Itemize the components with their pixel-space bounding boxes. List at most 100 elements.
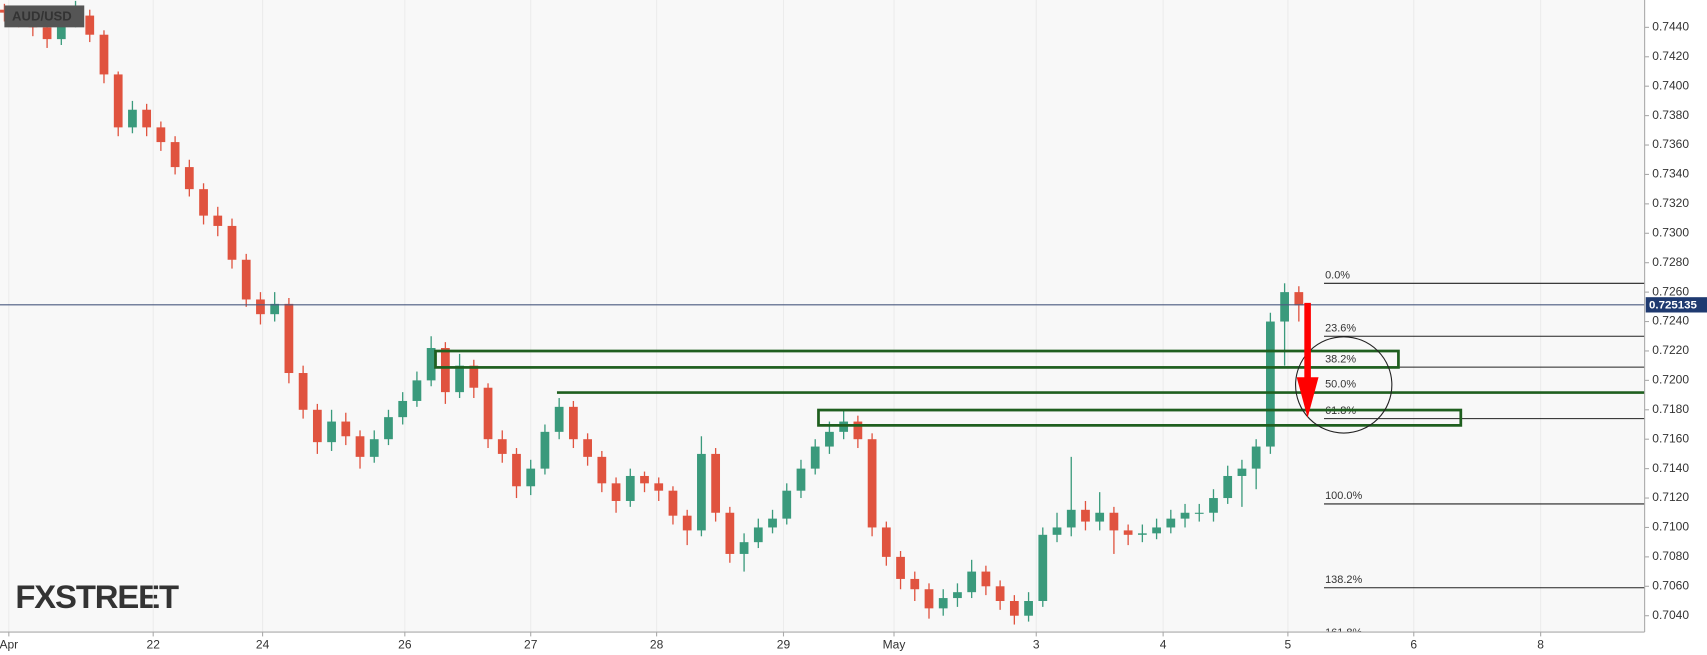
candle-body (1237, 468, 1247, 476)
arrow-head (1296, 377, 1319, 418)
candle-body (668, 490, 678, 516)
candle-body (540, 431, 550, 469)
zone-box (434, 349, 1400, 369)
candle-body (554, 406, 564, 432)
candle-body (1294, 292, 1304, 306)
candle-body (1095, 512, 1105, 522)
x-tick-label: 4 (1160, 637, 1167, 651)
x-tick-label: 26 (398, 637, 412, 651)
candle-body (697, 453, 706, 531)
candle-body (469, 365, 479, 388)
x-tick-label: May (883, 637, 906, 651)
candle-body (497, 439, 507, 454)
candle-body (298, 373, 308, 410)
y-tick-label: 0.7160 (1652, 431, 1689, 445)
x-tick-label: 22 (147, 637, 161, 651)
fib-label: 50.0% (1325, 378, 1356, 390)
candle-body (768, 518, 777, 528)
y-tick-label: 0.7220 (1652, 343, 1689, 357)
candle-body (170, 142, 180, 168)
candle-body (1123, 530, 1133, 535)
candle-body (853, 421, 863, 440)
candle-body (938, 598, 948, 609)
zone-box (817, 408, 1463, 427)
x-tick-label: 3 (1033, 637, 1040, 651)
candle-body (1166, 518, 1176, 528)
candle-body (341, 421, 351, 437)
candle-body (56, 20, 66, 40)
candle-body (483, 387, 493, 440)
candle-body (981, 571, 991, 587)
x-axis-strip (0, 632, 1707, 655)
x-tick-label: 6 (1410, 637, 1417, 651)
candle-body (640, 475, 649, 484)
y-tick-label: 0.7200 (1652, 373, 1689, 387)
candle-body (753, 527, 763, 543)
fib-label: 138.2% (1325, 574, 1362, 586)
candle-body (810, 446, 820, 469)
annotations (434, 302, 1645, 434)
fib-label: 23.6% (1325, 322, 1356, 334)
y-tick-label: 0.7420 (1652, 49, 1689, 63)
candle-body (1280, 292, 1289, 322)
last-price-box (1645, 297, 1707, 313)
candle-body (1194, 512, 1204, 514)
candle-body (995, 586, 1005, 602)
candle-body (1251, 446, 1261, 469)
y-tick-label: 0.7300 (1652, 225, 1689, 239)
circle-mark (1295, 336, 1393, 434)
y-tick-label: 0.7060 (1652, 578, 1689, 592)
candle-body (426, 348, 436, 381)
candle-body (398, 400, 408, 418)
candle-body (1266, 321, 1275, 447)
last-price-label: 0.725135 (1649, 299, 1697, 311)
candle-body (1081, 509, 1090, 522)
candle-body (184, 167, 194, 190)
candle-body (924, 589, 934, 609)
candle-body (1223, 475, 1233, 499)
plot-background (0, 0, 1645, 632)
candle-body (327, 421, 336, 443)
candle-body (85, 15, 95, 35)
x-tick-label: 5 (1285, 637, 1292, 651)
candle-body (725, 512, 735, 554)
candle-body (1109, 512, 1119, 531)
y-tick-label: 0.7380 (1652, 108, 1689, 122)
x-tick-label: 28 (650, 637, 664, 651)
candle-body (355, 436, 365, 457)
candle-body (156, 127, 166, 143)
candle-body (1024, 601, 1033, 616)
axes: 0.7040 0.7060 0.7080 0.7100 0.7120 0.7140 0.71… (0, 20, 1707, 651)
y-axis-strip (1644, 0, 1707, 655)
y-tick-label: 0.7240 (1652, 314, 1689, 328)
candle-body (42, 27, 52, 40)
x-tick-label: Apr (0, 637, 18, 651)
candle-body (227, 225, 237, 260)
candle-body (369, 439, 379, 457)
candle-body (953, 592, 962, 599)
fib-label: 0.0% (1325, 270, 1350, 282)
candle-body (625, 475, 635, 501)
candle-body (569, 406, 578, 440)
candle-body (99, 34, 109, 75)
y-tick-label: 0.7040 (1652, 608, 1689, 622)
candle-body (512, 453, 521, 487)
candle-body (142, 109, 152, 128)
y-tick-label: 0.7260 (1652, 284, 1689, 298)
candle-body (867, 439, 877, 528)
y-tick-label: 0.7100 (1652, 520, 1689, 534)
candle-body (1152, 527, 1161, 534)
y-tick-label: 0.7120 (1652, 490, 1689, 504)
candle-body (782, 490, 792, 519)
candle-body (284, 303, 294, 374)
candle-body (896, 556, 905, 579)
y-tick-label: 0.7340 (1652, 167, 1689, 181)
y-tick-label: 0.7360 (1652, 137, 1689, 151)
candle-body (1180, 512, 1190, 519)
candle-body (1009, 601, 1019, 616)
candle-body (881, 527, 891, 557)
y-tick-label: 0.7080 (1652, 549, 1689, 563)
title-box (4, 5, 85, 28)
watermark: FXSTREET (15, 578, 179, 615)
x-tick-label: 24 (256, 637, 270, 651)
